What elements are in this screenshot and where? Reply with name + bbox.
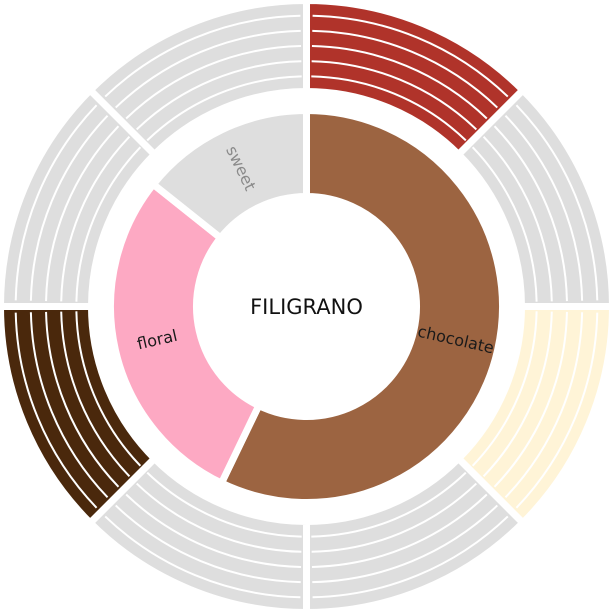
outer-band-line <box>75 311 142 467</box>
outer-band-line <box>60 136 131 302</box>
inner-segment-chocolate <box>216 106 506 506</box>
outer-segment <box>0 85 160 310</box>
outer-band-line <box>125 45 302 120</box>
outer-band-line <box>504 312 584 498</box>
outer-band-line <box>482 311 553 477</box>
outer-band-line <box>482 136 553 302</box>
outer-band-line <box>75 146 142 302</box>
outer-band-line <box>29 312 109 498</box>
outer-band-line <box>493 125 568 302</box>
outer-band-line <box>312 515 509 599</box>
outer-band-line <box>312 504 498 584</box>
outer-band-line <box>311 493 488 568</box>
outer-band-line <box>471 311 538 467</box>
outer-band-line <box>146 75 302 142</box>
outer-band-line <box>493 311 568 488</box>
outer-band-line <box>311 60 477 131</box>
outer-band-line <box>104 515 301 599</box>
outer-band-line <box>136 482 302 553</box>
outer-band-line <box>504 115 584 301</box>
outer-band-line <box>136 60 302 131</box>
outer-band-line <box>115 29 301 109</box>
outer-band-line <box>311 75 467 142</box>
outer-band-line <box>14 312 98 509</box>
outer-band-line <box>311 45 488 120</box>
outer-band-line <box>471 146 538 302</box>
outer-band-line <box>125 493 302 568</box>
outer-band-line <box>45 125 120 302</box>
inner-segment-floral <box>107 179 264 488</box>
center-label: FILIGRANO <box>250 295 363 319</box>
outer-band-line <box>14 104 98 301</box>
outer-band-line <box>311 471 467 538</box>
inner-segment-sweet <box>148 106 310 243</box>
outer-band-line <box>312 29 498 109</box>
outer-band-line <box>311 482 477 553</box>
outer-band-line <box>104 14 301 98</box>
outer-band-line <box>60 311 131 477</box>
outer-band-line <box>146 471 302 538</box>
outer-band-line <box>515 104 599 301</box>
outer-band-line <box>29 115 109 301</box>
outer-band-line <box>115 504 301 584</box>
inner-ring <box>107 106 506 506</box>
outer-band-line <box>312 14 509 98</box>
outer-band-line <box>45 311 120 488</box>
outer-band-line <box>515 312 599 509</box>
